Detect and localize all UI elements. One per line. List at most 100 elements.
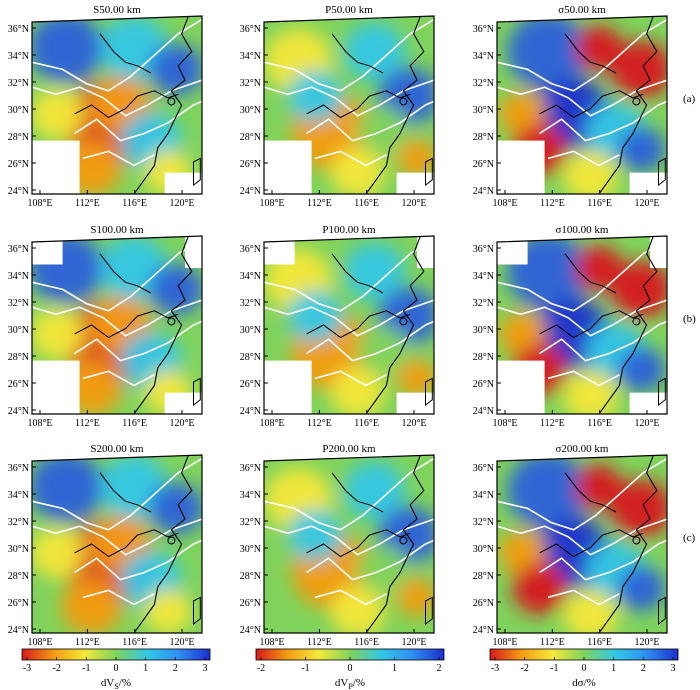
- map-frame: [496, 454, 668, 634]
- map-frame: [263, 454, 435, 634]
- lon-tick-label: 116°E: [354, 198, 379, 209]
- lat-tick-label: 26°N: [473, 379, 494, 390]
- lon-tick-label: 116°E: [587, 418, 612, 429]
- row-label: (a): [683, 93, 696, 105]
- lat-tick-label: 24°N: [8, 625, 29, 636]
- map-panel-3: σ50.00 km 36°N 34°N 32°N 30°N 28°N 26°N 24°N108…: [473, 4, 668, 209]
- colorbar-tick-label: -2: [257, 663, 265, 674]
- lat-tick-label: 34°N: [8, 490, 29, 501]
- lon-tick-label: 116°E: [122, 198, 147, 209]
- lat-tick-label: 34°N: [240, 490, 261, 501]
- colorbar-tick-label: -1: [550, 663, 558, 674]
- lat-tick-label: 32°N: [8, 78, 29, 89]
- map-frame: [263, 235, 435, 415]
- lat-tick-label: 26°N: [8, 159, 29, 170]
- lat-tick-label: 36°N: [240, 24, 261, 35]
- velocity-field: [264, 236, 434, 414]
- lat-tick-label: 32°N: [8, 517, 29, 528]
- lat-tick-label: 24°N: [473, 186, 494, 197]
- panel-title: S100.00 km: [90, 224, 144, 236]
- lat-tick-label: 28°N: [8, 571, 29, 582]
- velocity-field: [32, 16, 202, 194]
- map-frame: [31, 235, 203, 415]
- velocity-field: [32, 236, 202, 414]
- lat-tick-label: 24°N: [240, 186, 261, 197]
- lon-tick-label: 116°E: [122, 637, 147, 648]
- lat-tick-label: 24°N: [240, 625, 261, 636]
- map-frame: [496, 15, 668, 195]
- map-panel-5: P100.00 km 36°N 34°N 32°N 30°N 28°N 26°N 24°N10…: [240, 224, 435, 429]
- lon-tick-label: 116°E: [587, 198, 612, 209]
- lat-tick-label: 26°N: [8, 379, 29, 390]
- colorbar-tick-label: 0: [348, 663, 353, 674]
- colorbar-tick-label: 3: [203, 663, 208, 674]
- colorbar-label: dVS/%: [101, 677, 131, 690]
- colorbar-tick-label: 1: [143, 663, 148, 674]
- lon-tick-label: 120°E: [401, 198, 426, 209]
- lat-tick-label: 24°N: [8, 406, 29, 417]
- colorbar-3: -3 -2 -1 0 1 2 3 dσ/%: [489, 648, 679, 689]
- lat-tick-label: 28°N: [8, 132, 29, 143]
- lat-tick-label: 36°N: [473, 244, 494, 255]
- lon-tick-label: 112°E: [75, 418, 100, 429]
- lat-tick-label: 28°N: [240, 132, 261, 143]
- row-label: (c): [683, 532, 696, 544]
- panels-layer: S50.00 km36°N34°N32°N30°N28°N26°N24°N108…: [8, 4, 696, 648]
- lat-tick-label: 30°N: [240, 325, 261, 336]
- lon-tick-label: 116°E: [587, 637, 612, 648]
- lon-tick-label: 108°E: [492, 198, 517, 209]
- lon-tick-label: 112°E: [307, 637, 332, 648]
- panel-title: σ200.00 km: [556, 443, 609, 455]
- lat-tick-label: 28°N: [8, 352, 29, 363]
- lat-tick-label: 34°N: [473, 51, 494, 62]
- colorbar-tick-label: 1: [611, 663, 616, 674]
- lon-tick-label: 120°E: [634, 418, 659, 429]
- lat-tick-label: 30°N: [240, 544, 261, 555]
- lat-tick-label: 24°N: [473, 406, 494, 417]
- velocity-field: [497, 455, 667, 633]
- lat-tick-label: 28°N: [240, 352, 261, 363]
- lon-tick-label: 108°E: [259, 198, 284, 209]
- lat-tick-label: 26°N: [473, 598, 494, 609]
- lon-tick-label: 108°E: [259, 418, 284, 429]
- lon-tick-label: 108°E: [27, 198, 52, 209]
- velocity-field: [497, 16, 667, 194]
- colorbar-label: dσ/%: [572, 677, 596, 689]
- panel-title: P100.00 km: [322, 224, 376, 236]
- map-panel-6: σ100.00 km 36°N 34°N 32°N 30°N 28°N 26°N 24°N10…: [473, 224, 668, 429]
- lat-tick-label: 34°N: [240, 51, 261, 62]
- panel-title: S50.00 km: [93, 4, 141, 16]
- map-panel-1: S50.00 km 36°N 34°N 32°N 30°N 28°N 26°N 24°N108…: [8, 4, 203, 209]
- lat-tick-label: 24°N: [473, 625, 494, 636]
- colorbar-tick-label: -2: [52, 663, 60, 674]
- lat-tick-label: 32°N: [240, 78, 261, 89]
- colorbar-tick-label: 0: [114, 663, 119, 674]
- lon-tick-label: 112°E: [307, 198, 332, 209]
- lat-tick-label: 26°N: [8, 598, 29, 609]
- lat-tick-label: 30°N: [8, 544, 29, 555]
- row-label: (b): [683, 313, 696, 325]
- lat-tick-label: 34°N: [240, 271, 261, 282]
- colorbar-2: -2 -1 0 1 2 dVP/%: [255, 648, 445, 690]
- map-panel-7: S200.00 km 36°N 34°N 32°N 30°N 28°N 26°N 24°N10…: [8, 443, 203, 648]
- map-panel-8: P200.00 km 36°N 34°N 32°N 30°N 28°N 26°N 24°N10…: [240, 443, 435, 648]
- colorbar-tick-label: -2: [520, 663, 528, 674]
- velocity-field: [32, 455, 202, 633]
- map-frame: [31, 454, 203, 634]
- map-frame: [263, 15, 435, 195]
- lat-tick-label: 32°N: [240, 298, 261, 309]
- velocity-field: [497, 236, 667, 414]
- lat-tick-label: 30°N: [8, 325, 29, 336]
- lon-tick-label: 112°E: [75, 198, 100, 209]
- lat-tick-label: 34°N: [8, 271, 29, 282]
- lon-tick-label: 120°E: [634, 198, 659, 209]
- lat-tick-label: 32°N: [473, 298, 494, 309]
- panel-title: P50.00 km: [325, 4, 373, 16]
- lon-tick-label: 112°E: [75, 637, 100, 648]
- lat-tick-label: 28°N: [473, 352, 494, 363]
- lon-tick-label: 120°E: [401, 637, 426, 648]
- lon-tick-label: 120°E: [634, 637, 659, 648]
- map-frame: [31, 15, 203, 195]
- colorbar-label: dVP/%: [335, 677, 365, 690]
